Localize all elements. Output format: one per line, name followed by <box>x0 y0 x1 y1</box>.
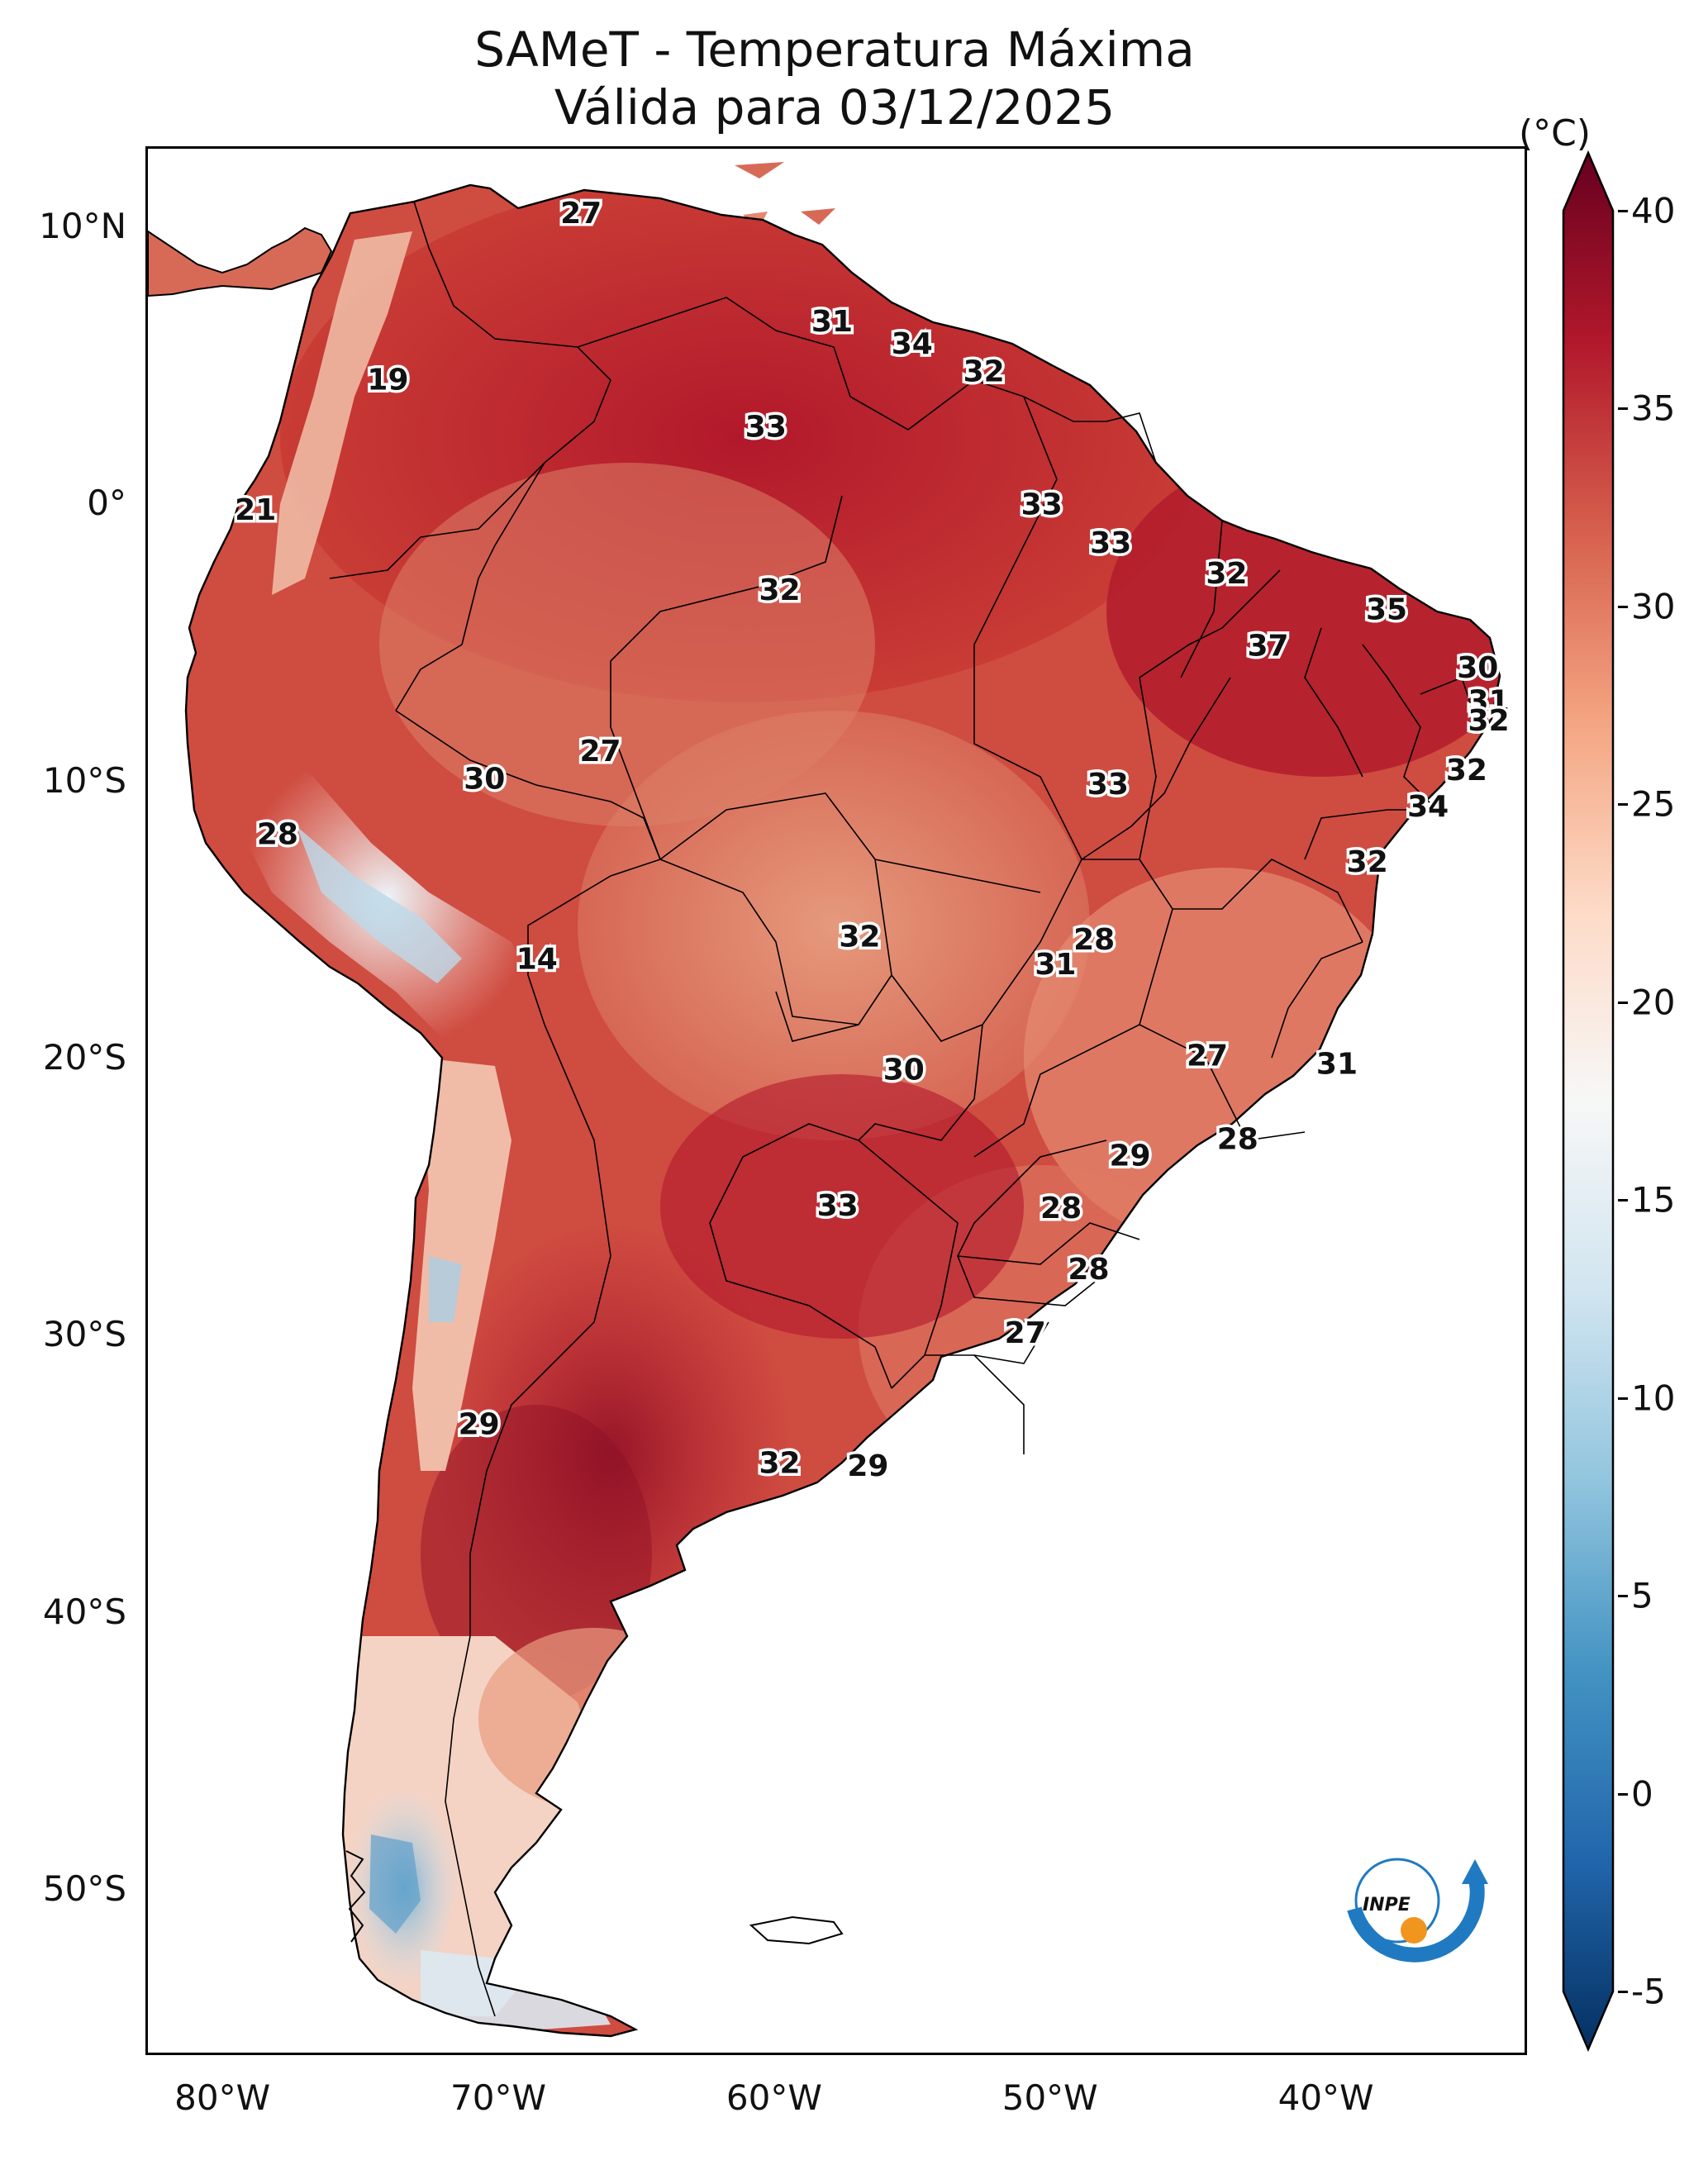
colorbar-tick <box>1618 1792 1628 1796</box>
chilean-fjords <box>345 1850 366 1943</box>
station-temperature-label: 28 <box>1217 1122 1258 1156</box>
station-temperature-label: 30 <box>883 1053 925 1087</box>
station-temperature-label: 29 <box>847 1449 888 1483</box>
caribbean-island <box>801 208 835 225</box>
station-temperature-label: 27 <box>579 735 621 768</box>
station-temperature-label: 32 <box>1468 704 1510 738</box>
falkland-islands <box>749 1915 844 1945</box>
logo-arc <box>1347 1873 1485 1963</box>
colorbar-tick-label: 35 <box>1631 388 1676 429</box>
latitude-label: 50°S <box>42 1868 126 1910</box>
station-temperature-label: 21 <box>235 493 276 527</box>
colorbar-tick-label: 15 <box>1631 1179 1676 1220</box>
logo-text: INPE <box>1363 1895 1411 1915</box>
colorbar-tick <box>1618 1595 1628 1598</box>
inpe-logo: INPE <box>1347 1858 1488 1963</box>
map-title: SAMeT - Temperatura Máxima <box>474 21 1195 78</box>
station-temperature-label: 27 <box>1187 1040 1228 1073</box>
station-temperature-label: 31 <box>811 305 853 339</box>
station-temperature-label: 31 <box>1035 948 1076 982</box>
colorbar-tick-label: 25 <box>1631 783 1676 825</box>
latitude-label: 40°S <box>42 1591 126 1632</box>
station-temperature-label: 31 <box>1316 1048 1358 1082</box>
colorbar-tick-label: 30 <box>1631 586 1676 627</box>
country-borders <box>329 201 1479 2017</box>
colorbar-tick <box>1618 1397 1628 1400</box>
colorbar-tick <box>1618 210 1628 212</box>
station-temperature-label: 27 <box>560 197 602 231</box>
station-temperature-label: 27 <box>1005 1316 1046 1350</box>
station-temperature-label: 32 <box>839 920 880 954</box>
station-temperature-label: 34 <box>892 327 933 361</box>
latitude-label: 30°S <box>42 1314 126 1355</box>
colorbar <box>1562 150 1615 2053</box>
colorbar-tick <box>1618 407 1628 411</box>
station-temperature-label: 28 <box>1040 1192 1082 1225</box>
logo-ring <box>1354 1858 1440 1944</box>
station-temperature-label: 33 <box>1021 488 1063 521</box>
colorbar-unit: (°C) <box>1519 112 1591 155</box>
longitude-label: 40°W <box>1277 2077 1374 2118</box>
longitude-label: 80°W <box>174 2077 271 2118</box>
station-temperature-label: 29 <box>459 1408 500 1442</box>
latitude-label: 20°S <box>42 1037 126 1078</box>
latitude-label: 0° <box>87 483 126 524</box>
map-subtitle: Válida para 03/12/2025 <box>554 79 1116 136</box>
station-temperature-label: 30 <box>464 762 505 796</box>
station-temperature-label: 31 <box>1468 684 1510 718</box>
station-temperature-label: 32 <box>759 573 801 607</box>
colorbar-tick-label: 40 <box>1631 190 1676 231</box>
station-temperature-label: 33 <box>1090 526 1131 560</box>
station-temperature-label: 33 <box>817 1189 859 1223</box>
logo-dot <box>1401 1917 1427 1944</box>
colorbar-tick <box>1618 803 1628 807</box>
longitude-label: 70°W <box>450 2077 546 2118</box>
station-temperature-label: 33 <box>745 410 787 444</box>
caribbean-island <box>735 162 784 178</box>
latitude-label: 10°N <box>39 205 126 246</box>
station-temperature-label: 37 <box>1247 629 1288 663</box>
station-temperature-label: 19 <box>367 363 408 397</box>
colorbar-tick <box>1618 1001 1628 1004</box>
station-temperature-label: 32 <box>1347 845 1388 879</box>
station-temperature-label: 29 <box>1110 1139 1151 1173</box>
map-panel[interactable]: INPE 27 19 31 34 32 33 21 33 33 32 32 35 37 30 31 32 27 3… <box>145 146 1527 2055</box>
station-temperature-label: 32 <box>1446 754 1487 787</box>
station-temperature-label: 14 <box>516 942 558 976</box>
latitude-label: 10°S <box>42 759 126 801</box>
colorbar-tick <box>1618 1199 1628 1202</box>
colorbar-tick <box>1618 605 1628 608</box>
station-temperature-label: 32 <box>963 354 1005 388</box>
station-temperature-label: 35 <box>1366 593 1407 627</box>
colorbar-tick <box>1618 1991 1628 1993</box>
station-temperature-label: 28 <box>1073 923 1115 957</box>
colorbar-bar <box>1562 150 1615 2053</box>
colorbar-tick-label: -5 <box>1631 1971 1666 2012</box>
station-temperature-label: 28 <box>257 817 298 851</box>
station-temperature-label: 34 <box>1407 790 1449 824</box>
colorbar-tick-label: 10 <box>1631 1378 1676 1419</box>
colorbar-tick-label: 5 <box>1631 1575 1653 1616</box>
station-temperature-label: 32 <box>759 1447 801 1481</box>
colorbar-tick-label: 20 <box>1631 982 1676 1023</box>
longitude-label: 60°W <box>726 2077 822 2118</box>
central-america-landmass <box>148 226 333 297</box>
colorbar-tick-label: 0 <box>1631 1773 1653 1815</box>
station-temperature-label: 33 <box>1087 768 1129 802</box>
longitude-label: 50°W <box>1001 2077 1098 2118</box>
station-temperature-label: 28 <box>1068 1253 1109 1287</box>
station-temperature-label: 32 <box>1206 557 1247 591</box>
logo-arrow <box>1462 1859 1488 1884</box>
station-temperature-label: 30 <box>1457 651 1498 685</box>
